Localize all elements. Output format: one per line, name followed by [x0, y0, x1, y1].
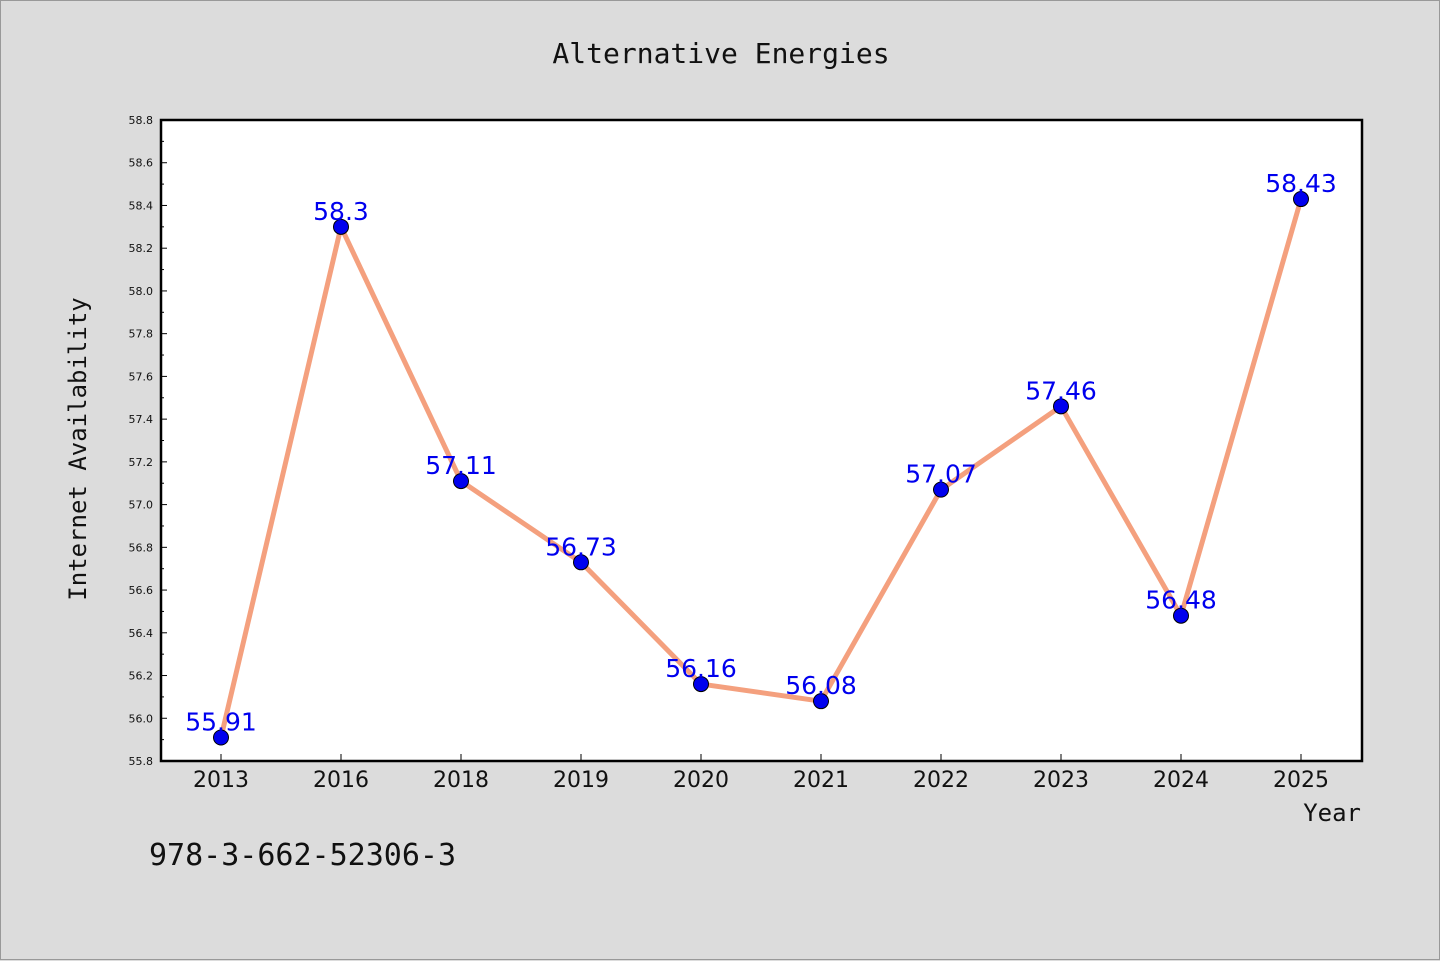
y-tick-label: 58.2: [129, 242, 154, 255]
data-label: 56.73: [545, 532, 617, 561]
data-labels: 55.91 58.3 57.11 56.73 56.16 56.08 57.07 57.46 5…: [185, 169, 1337, 736]
x-tick-label: 2013: [193, 768, 249, 793]
y-tick-label: 56.4: [129, 627, 154, 640]
x-tick-label: 2019: [553, 768, 609, 793]
y-axis-label: Internet Availability: [64, 297, 92, 600]
data-label: 56.48: [1145, 586, 1217, 615]
x-tick-label: 2018: [433, 768, 489, 793]
data-point: [573, 554, 589, 571]
data-label: 58.3: [313, 197, 369, 226]
data-point: [453, 473, 469, 490]
data-label: 58.43: [1265, 169, 1337, 198]
data-label: 56.08: [785, 671, 857, 700]
x-axis: 2013 2016 2018 2019 2020 2021 2022 2023 2024 2025: [193, 754, 1329, 793]
y-axis: 55.8 56.0 56.2 56.4 56.6 56.8 57.0 57.2 57.4 57.6…: [129, 114, 167, 768]
data-point: [1293, 191, 1309, 208]
y-tick-label: 57.4: [129, 413, 154, 426]
y-tick-label: 58.8: [129, 114, 154, 127]
data-point: [933, 481, 949, 498]
data-point: [813, 693, 829, 710]
footnote-isbn: 978-3-662-52306-3: [149, 838, 456, 873]
data-point: [1053, 398, 1069, 415]
chart-title: Alternative Energies: [552, 37, 889, 70]
x-axis-label: Year: [1303, 799, 1361, 827]
data-point: [1173, 607, 1189, 624]
x-tick-label: 2024: [1153, 768, 1209, 793]
x-tick-label: 2021: [793, 768, 849, 793]
data-label: 57.46: [1025, 376, 1097, 405]
data-label: 55.91: [185, 707, 257, 736]
data-point: [693, 676, 709, 693]
data-label: 57.11: [425, 451, 497, 480]
y-tick-label: 56.0: [129, 712, 154, 725]
y-tick-label: 57.8: [129, 328, 154, 341]
x-tick-label: 2025: [1273, 768, 1329, 793]
x-tick-label: 2022: [913, 768, 969, 793]
data-point: [213, 729, 229, 746]
data-label: 57.07: [905, 460, 977, 489]
y-tick-label: 57.2: [129, 456, 154, 469]
y-tick-label: 58.4: [129, 199, 154, 212]
y-tick-label: 58.0: [129, 285, 154, 298]
series-markers: [213, 191, 1309, 746]
y-tick-label: 57.0: [129, 499, 154, 512]
y-tick-label: 55.8: [129, 755, 154, 768]
y-tick-label: 56.2: [129, 670, 154, 683]
plot-area: [159, 118, 1364, 763]
x-tick-label: 2016: [313, 768, 369, 793]
data-point: [333, 218, 349, 235]
x-tick-label: 2023: [1033, 768, 1089, 793]
series-line-path: [218, 198, 1304, 739]
x-tick-label: 2020: [673, 768, 729, 793]
y-tick-label: 58.6: [129, 157, 154, 170]
data-label: 56.16: [665, 654, 737, 683]
series-line: [218, 198, 1304, 739]
y-tick-label: 56.6: [129, 584, 154, 597]
y-tick-label: 56.8: [129, 541, 154, 554]
y-tick-label: 57.6: [129, 370, 154, 383]
